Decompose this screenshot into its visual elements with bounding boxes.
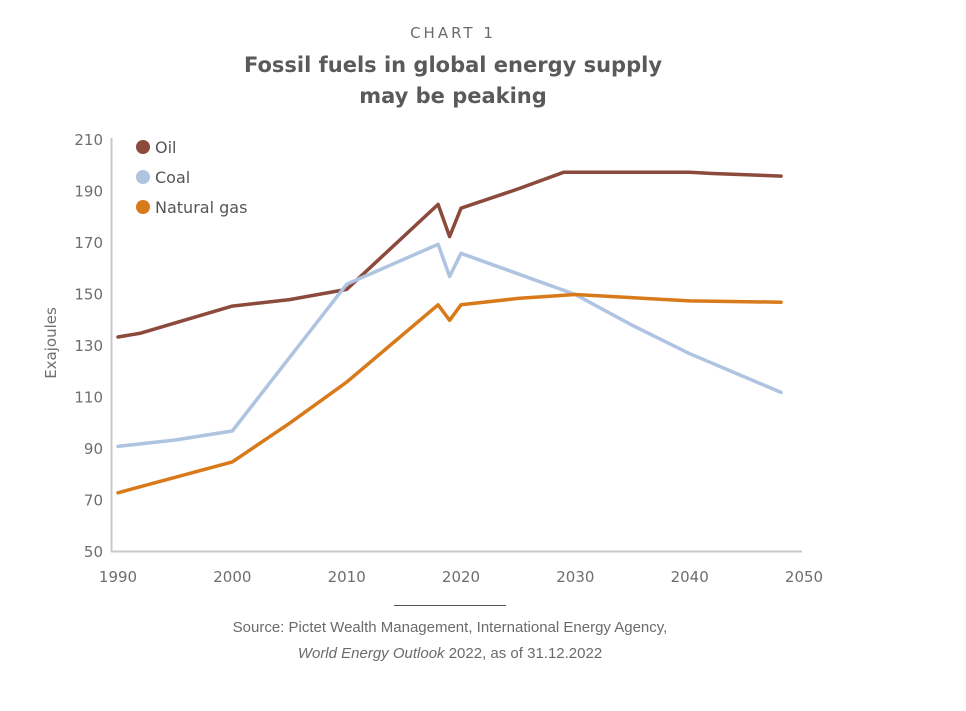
series-line-coal	[116, 242, 783, 449]
x-tick-label: 1990	[99, 568, 137, 586]
series-line-oil	[116, 170, 783, 339]
y-tick-label: 110	[74, 389, 103, 407]
y-axis-title: Exajoules	[42, 307, 60, 379]
x-tick-label: 2010	[328, 568, 366, 586]
series-lines	[116, 170, 783, 495]
y-tick-label: 90	[84, 440, 103, 458]
legend-label-natural-gas: Natural gas	[155, 198, 247, 217]
x-tick-label: 2040	[671, 568, 709, 586]
chart-title-line1: Fossil fuels in global energy supply	[243, 53, 663, 77]
source-date: 2022, as of 31.12.2022	[444, 645, 603, 662]
legend-marker-oil	[136, 140, 150, 154]
legend-label-oil: Oil	[155, 138, 176, 157]
chart-title: Fossil fuels in global energy supply may…	[0, 50, 906, 112]
axes: 50 70 90 110 130 150 170 190 210 1990 2000 2010 2020…	[42, 131, 823, 586]
source-line1: Source: Pictet Wealth Management, Intern…	[232, 619, 668, 636]
series-line-natural-gas	[116, 292, 783, 495]
y-tick-label: 130	[74, 337, 103, 355]
y-tick-label: 50	[84, 543, 103, 561]
y-tick-label: 190	[74, 183, 103, 201]
x-tick-label: 2050	[785, 568, 823, 586]
y-tick-label: 210	[74, 131, 103, 149]
source-line2: World Energy Outlook 2022, as of 31.12.2…	[0, 641, 900, 667]
y-tick-label: 70	[84, 492, 103, 510]
legend-marker-coal	[136, 170, 150, 184]
legend-marker-natural-gas	[136, 200, 150, 214]
source-note: Source: Pictet Wealth Management, Intern…	[0, 615, 900, 667]
y-tick-label: 150	[74, 286, 103, 304]
y-tick-label: 170	[74, 234, 103, 252]
source-publication: World Energy Outlook	[297, 645, 445, 662]
x-tick-label: 2020	[442, 568, 480, 586]
chart-title-line2: may be peaking	[359, 84, 547, 108]
x-tick-label: 2030	[556, 568, 594, 586]
x-tick-label: 2000	[213, 568, 251, 586]
source-divider	[394, 605, 506, 606]
legend-label-coal: Coal	[155, 168, 190, 187]
legend: Oil Coal Natural gas	[136, 138, 247, 217]
chart-kicker: CHART 1	[410, 24, 496, 42]
